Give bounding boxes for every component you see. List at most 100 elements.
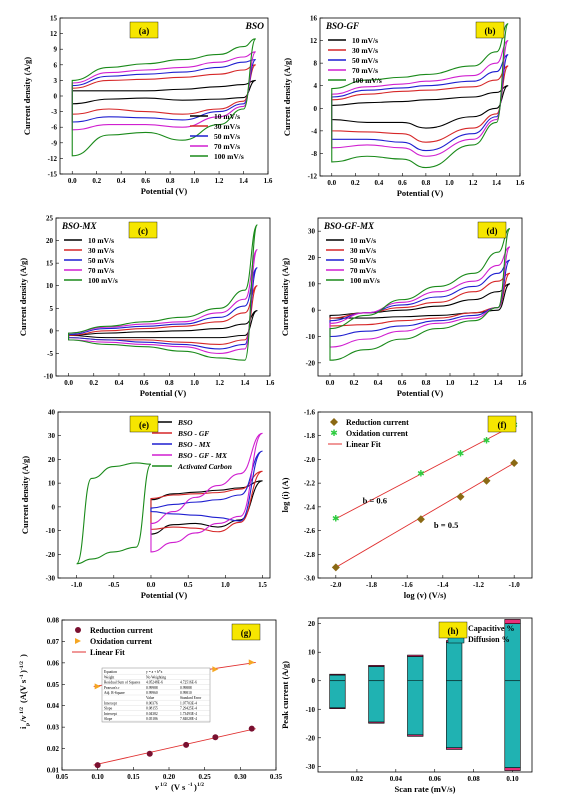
panel-label: (c) bbox=[138, 226, 148, 236]
x-tick-label: 1.5 bbox=[258, 581, 267, 589]
y-tick-label: 3 bbox=[54, 77, 58, 85]
x-axis-label: Scan rate (mV/s) bbox=[395, 784, 456, 794]
x-tick-label: 0.0 bbox=[64, 379, 73, 387]
y-tick-label: 12 bbox=[50, 30, 58, 38]
panel-label: (a) bbox=[139, 26, 150, 36]
y-axis-label: Peak current (A/g) bbox=[280, 661, 290, 729]
y-tick-label: 0.08 bbox=[47, 617, 60, 625]
x-tick-label: 0.8 bbox=[422, 379, 431, 387]
x-tick-label: -1.8 bbox=[366, 581, 378, 589]
y-tick-label: -3 bbox=[51, 108, 57, 116]
y-tick-label: -20 bbox=[306, 359, 316, 367]
x-tick-label: 1.2 bbox=[469, 179, 478, 187]
plot-frame bbox=[319, 17, 521, 177]
y-tick-label: -1.6 bbox=[304, 409, 316, 417]
y-tick-label: 9 bbox=[54, 46, 58, 54]
x-tick-label: 0.15 bbox=[127, 773, 140, 781]
x-tick-label: 1.0 bbox=[221, 581, 230, 589]
y-tick-label: 4 bbox=[314, 82, 318, 90]
y-axis-label: /v bbox=[18, 715, 28, 723]
y-tick-label: -10 bbox=[46, 527, 56, 535]
x-tick-label: -1.4 bbox=[437, 581, 449, 589]
panel-label: (e) bbox=[139, 420, 149, 430]
panel-label-box bbox=[487, 415, 517, 433]
y-tick-label: 20 bbox=[48, 456, 56, 464]
legend-label: BSO - MX bbox=[177, 440, 212, 449]
bar-capacitive bbox=[407, 654, 424, 657]
cv-curve bbox=[68, 285, 258, 345]
data-point bbox=[183, 741, 190, 748]
x-tick-label: 1.0 bbox=[190, 177, 199, 185]
x-tick-label: 1.4 bbox=[494, 379, 503, 387]
x-axis-label: 1/2 bbox=[197, 782, 204, 788]
panel-a: 0.0 0.2 0.4 0.6 0.8 1.0 1.2 1.4 1.6 -15 -12 -9 -6 -3 0… bbox=[22, 15, 273, 197]
bar-diffusion bbox=[407, 656, 424, 736]
y-tick-label: 0.02 bbox=[47, 745, 60, 753]
legend-label: 50 mV/s bbox=[350, 256, 376, 265]
legend-label: 70 mV/s bbox=[88, 266, 114, 275]
cv-curve bbox=[331, 23, 509, 169]
data-point bbox=[94, 683, 101, 690]
table-cell: 0.99960 bbox=[146, 691, 158, 695]
x-tick-label: 0.0 bbox=[68, 177, 77, 185]
y-tick-label: 20 bbox=[308, 620, 316, 628]
x-tick-label: 0.5 bbox=[184, 581, 193, 589]
legend-label: 100 mV/s bbox=[352, 76, 382, 85]
bar-diffusion bbox=[329, 674, 346, 709]
cv-curve bbox=[329, 272, 511, 327]
panel-f: -2.0 -1.8 -1.6 -1.4 -1.2 -1.0 -3.0 -2.8 -2.6 -2.4… bbox=[280, 409, 533, 600]
x-tick-label: -0.5 bbox=[108, 581, 120, 589]
y-axis-label: i bbox=[18, 726, 28, 729]
y-tick-label: 20 bbox=[46, 237, 54, 245]
legend-label: Activated Carbon bbox=[177, 462, 232, 471]
y-axis-label: 1/2 bbox=[19, 707, 25, 714]
panel-label: (h) bbox=[448, 626, 459, 636]
legend-label: 30 mV/s bbox=[350, 246, 376, 255]
x-tick-label: 1.0 bbox=[445, 179, 454, 187]
table-cell: 0.99988 bbox=[146, 686, 158, 690]
x-tick-label: 1.0 bbox=[190, 379, 199, 387]
y-axis-label: ) bbox=[18, 654, 28, 657]
legend-label: 10 mV/s bbox=[350, 236, 376, 245]
data-point bbox=[416, 515, 425, 524]
y-tick-label: 15 bbox=[50, 15, 58, 23]
x-axis-label: Potential (V) bbox=[141, 590, 188, 600]
x-axis-label: ) bbox=[194, 782, 197, 792]
y-axis-label: ) bbox=[18, 670, 28, 673]
x-tick-label: 0.4 bbox=[374, 179, 383, 187]
table-cell: 0.00376 bbox=[146, 701, 158, 705]
x-tick-label: 0.4 bbox=[374, 379, 383, 387]
legend-label: Reduction current bbox=[90, 626, 153, 635]
legend-label: Oxidation current bbox=[346, 429, 408, 438]
data-point: ✱ bbox=[417, 469, 425, 479]
legend-swatch bbox=[75, 638, 81, 644]
legend-label: BSO bbox=[177, 418, 193, 427]
x-tick-label: 0.2 bbox=[350, 379, 359, 387]
data-point bbox=[146, 750, 153, 757]
legend-label: 100 mV/s bbox=[88, 276, 118, 285]
cv-curve bbox=[331, 85, 509, 129]
data-point bbox=[212, 734, 219, 741]
y-tick-label: 0 bbox=[52, 503, 56, 511]
legend-swatch bbox=[330, 418, 338, 426]
y-tick-label: -15 bbox=[48, 171, 58, 179]
legend-label: Linear Fit bbox=[90, 648, 125, 657]
legend-label: BSO - GF bbox=[177, 429, 209, 438]
y-tick-label: -2.2 bbox=[304, 480, 316, 488]
legend-label: 10 mV/s bbox=[88, 236, 114, 245]
table-cell: 1.07703E-4 bbox=[180, 701, 197, 705]
panel-label-box bbox=[438, 621, 468, 639]
y-axis-label: Current density (A/g) bbox=[282, 58, 292, 136]
cv-curve bbox=[71, 59, 257, 123]
data-point: ✱ bbox=[483, 435, 491, 445]
bar-capacitive bbox=[368, 665, 385, 667]
y-axis-label: Current density (A/g) bbox=[280, 258, 290, 336]
x-tick-label: 1.4 bbox=[492, 179, 501, 187]
panel-label: (b) bbox=[485, 26, 496, 36]
y-tick-label: 6 bbox=[54, 61, 58, 69]
y-tick-label: -5 bbox=[47, 350, 53, 358]
data-point: ✱ bbox=[332, 514, 340, 524]
table-cell: y = a + b*x bbox=[146, 670, 163, 674]
x-tick-label: -1.0 bbox=[71, 581, 83, 589]
legend-label: 30 mV/s bbox=[214, 122, 240, 131]
